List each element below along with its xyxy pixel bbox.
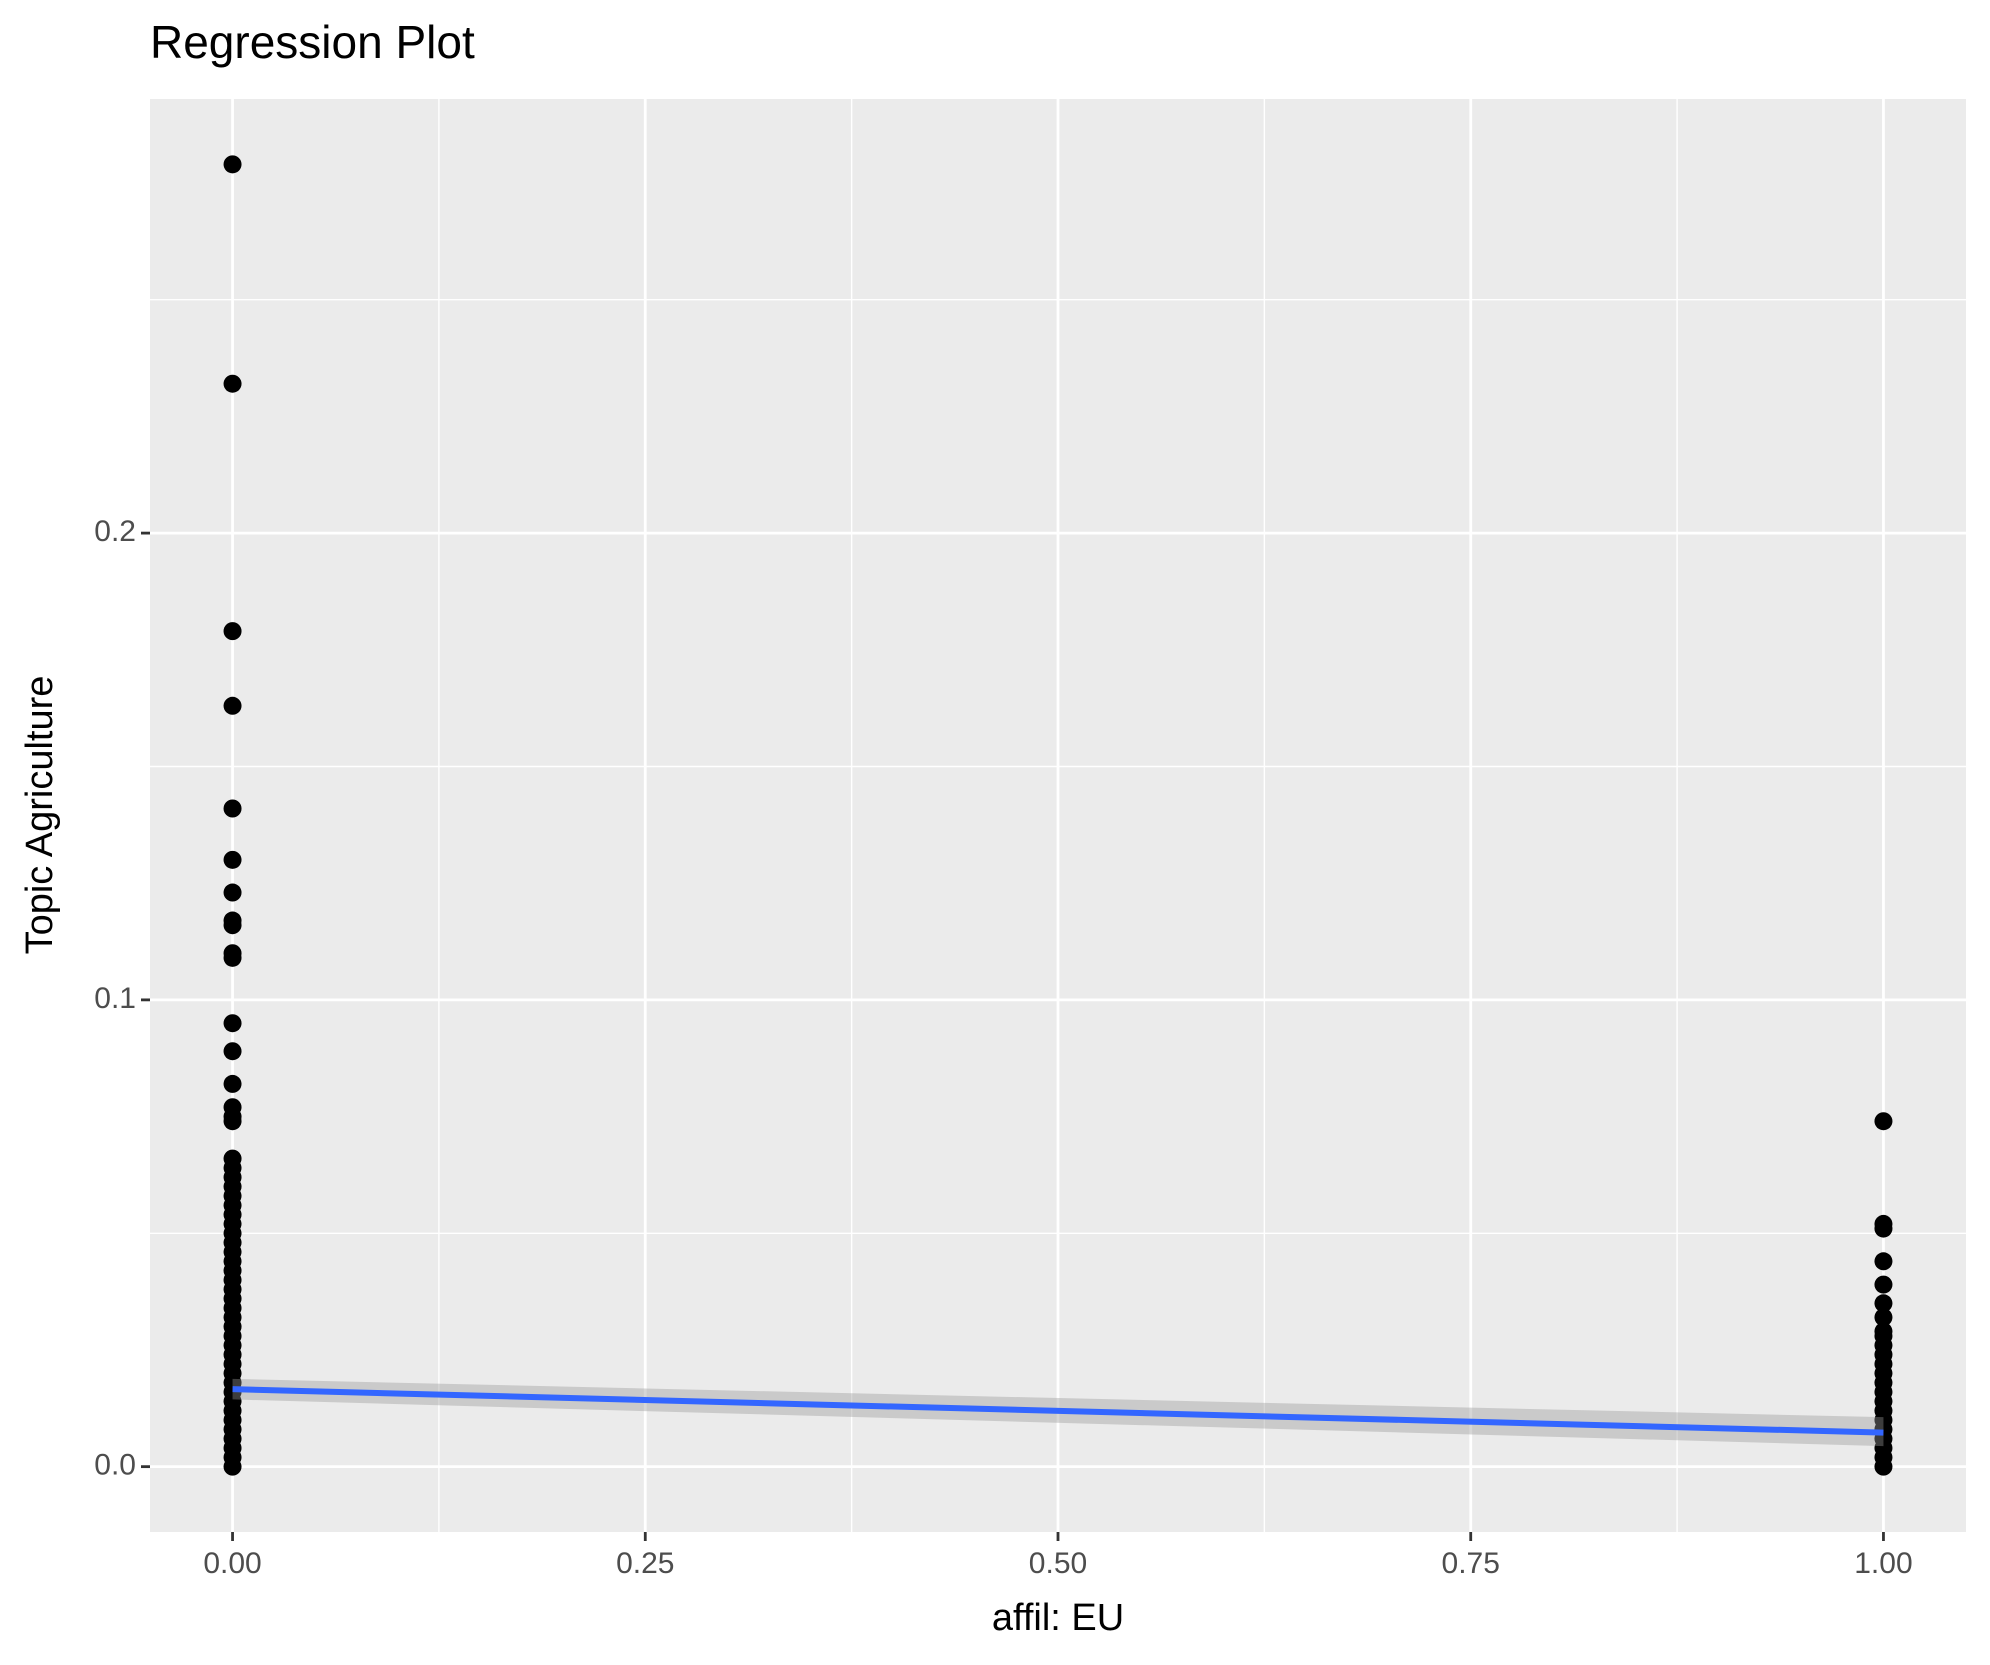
fit-line <box>232 1386 1884 1436</box>
point <box>223 850 242 869</box>
point <box>1874 1275 1893 1294</box>
point <box>223 1112 242 1131</box>
point <box>223 155 242 174</box>
chart-title: Regression Plot <box>150 16 475 68</box>
point <box>223 1457 242 1476</box>
point <box>1874 1252 1893 1271</box>
x-tick-label: 1.00 <box>1854 1547 1912 1580</box>
point <box>223 1042 242 1061</box>
y-axis-title: Topic Agriculture <box>19 676 61 955</box>
point <box>1874 1112 1893 1131</box>
point <box>223 916 242 935</box>
point <box>1874 1219 1893 1238</box>
y-tick-label: 0.0 <box>94 1449 136 1482</box>
point <box>223 374 242 393</box>
x-tick-label: 0.75 <box>1442 1547 1500 1580</box>
point <box>1874 1457 1893 1476</box>
point <box>1874 1294 1893 1313</box>
point <box>223 799 242 818</box>
point <box>223 696 242 715</box>
x-tick-label: 0.50 <box>1029 1547 1087 1580</box>
point <box>223 948 242 967</box>
point <box>223 1014 242 1033</box>
x-tick-label: 0.25 <box>616 1547 674 1580</box>
point <box>223 883 242 902</box>
point <box>223 622 242 641</box>
point <box>223 1074 242 1093</box>
y-tick-label: 0.1 <box>94 982 136 1015</box>
x-axis-title: affil: EU <box>992 1597 1124 1639</box>
x-tick-label: 0.00 <box>203 1547 261 1580</box>
point <box>1874 1308 1893 1327</box>
y-tick-label: 0.2 <box>94 515 136 548</box>
